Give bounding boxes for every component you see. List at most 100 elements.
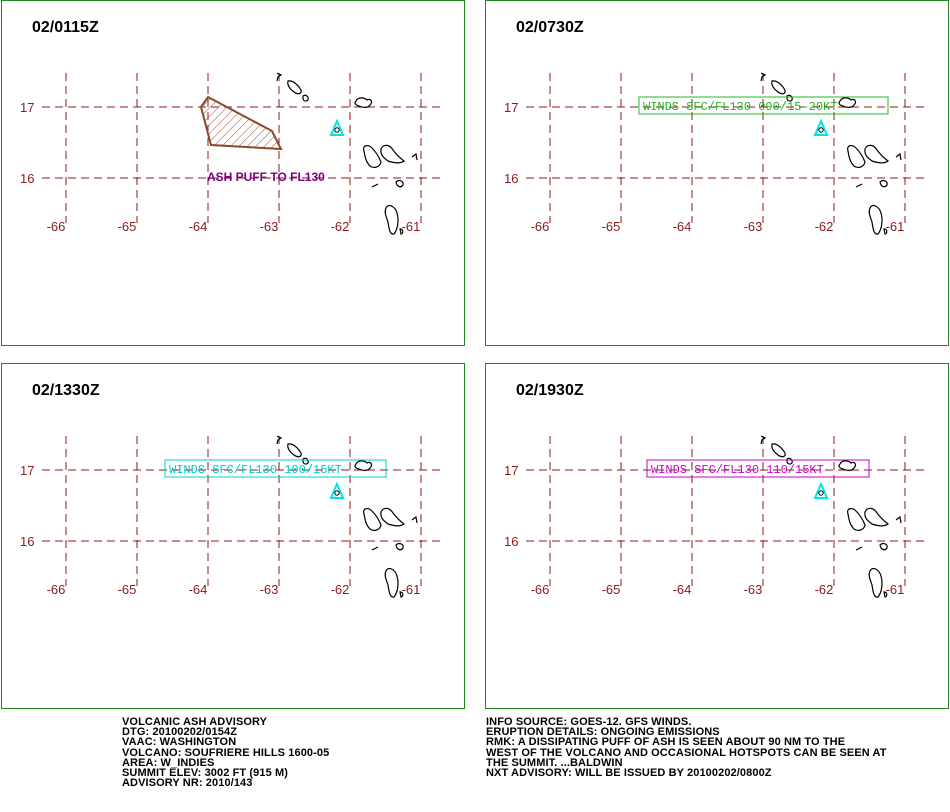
lon-label: -66 [47, 582, 66, 597]
ash-label: ASH PUFF TO FL130 [207, 170, 325, 184]
coast-island-east [838, 97, 857, 108]
advisory-line: INFO SOURCE: GOES-12. GFS WINDS. [486, 716, 692, 728]
advisory-line: VAAC: WASHINGTON [122, 736, 237, 749]
coast-guadeloupe-west [363, 145, 382, 168]
coast-guadeloupe-west [847, 508, 866, 531]
lon-label: -63 [744, 582, 763, 597]
map-svg: -66 -65 -64 -63 -62 -61 17 16 ASH PUFF TO FL130 [20, 72, 444, 235]
coast-barbuda [760, 435, 767, 445]
advisory-line: NXT ADVISORY: WILL BE ISSUED BY 20100202… [486, 767, 772, 780]
coast-island-east [354, 460, 373, 471]
ash-cloud-polygon [199, 95, 283, 151]
coast-guadeloupe-west [847, 145, 866, 168]
winds-label: WINDS SFC/FL130 100/15KT [169, 463, 342, 477]
coast-dominica [868, 567, 883, 598]
map-svg: -66 -65 -64 -63 -62 -61 17 16 WINDS SFC/FL130 10… [20, 435, 444, 598]
lon-label: -66 [531, 582, 550, 597]
volcano-icon [329, 118, 345, 136]
advisory-line: AREA: W_INDIES [122, 756, 215, 769]
lon-label: -62 [815, 219, 834, 234]
coast-barbuda [276, 435, 283, 445]
lon-label: -63 [260, 219, 279, 234]
coast-guadeloupe-east [380, 144, 406, 164]
volcano-island [818, 127, 824, 133]
coast-desirade [895, 515, 902, 524]
map-panel-3: 02/1330Z -66 -65 -64 -63 -62 -61 17 16 WINDS SFC… [1, 363, 465, 709]
lon-label: -61 [402, 219, 421, 234]
winds-box [638, 96, 889, 115]
coast-les-saintes [855, 546, 863, 551]
lat-label: 17 [20, 100, 34, 115]
lon-label: -63 [260, 582, 279, 597]
coast-antigua [771, 443, 786, 458]
lon-label: -64 [189, 219, 208, 234]
lon-label: -65 [118, 582, 137, 597]
coast-les-saintes [371, 546, 379, 551]
volcano-island [334, 127, 340, 133]
advisory-line: ADVISORY NR: 2010/143 [122, 777, 253, 790]
coast-marie-galante [395, 542, 404, 551]
coast-desirade [895, 152, 902, 161]
map-panel-4: 02/1930Z -66 -65 -64 -63 -62 -61 17 16 WINDS SFC… [485, 363, 949, 709]
advisory-line: RMK: A DISSIPATING PUFF OF ASH IS SEEN A… [486, 736, 846, 749]
winds-box [164, 459, 387, 478]
lat-label: 16 [20, 534, 34, 549]
coast-antigua-south [786, 94, 793, 102]
panel-time: 02/1330Z [32, 382, 100, 399]
volcano-island [334, 490, 340, 496]
coast-dominica-south [399, 591, 404, 598]
lon-label: -62 [331, 219, 350, 234]
panel-time: 02/1930Z [516, 382, 584, 399]
map-svg: -66 -65 -64 -63 -62 -61 17 16 WINDS SFC/FL130 11… [504, 435, 928, 598]
lat-label: 16 [504, 534, 518, 549]
volcano-island [818, 490, 824, 496]
advisory-line: VOLCANO: SOUFRIERE HILLS 1600-05 [122, 746, 330, 759]
lon-label: -64 [189, 582, 208, 597]
coast-antigua-south [302, 94, 309, 102]
coast-antigua-south [786, 457, 793, 465]
panel-time: 02/0115Z [32, 19, 99, 36]
coast-guadeloupe-east [864, 144, 890, 164]
coast-dominica-south [883, 228, 888, 235]
advisory-line: SUMMIT ELEV: 3002 FT (915 M) [122, 767, 289, 780]
coast-antigua [287, 443, 302, 458]
lon-label: -66 [47, 219, 66, 234]
lon-label: -66 [531, 219, 550, 234]
coast-barbuda [760, 72, 767, 82]
coast-island-east [838, 460, 857, 471]
coast-dominica [868, 204, 883, 235]
coast-guadeloupe-east [380, 507, 406, 527]
lon-label: -61 [886, 219, 905, 234]
coast-island-east [354, 97, 373, 108]
winds-box [646, 459, 870, 478]
coast-dominica [384, 567, 399, 598]
coast-dominica-south [883, 591, 888, 598]
winds-label: WINDS SFC/FL130 110/15KT [651, 463, 824, 477]
map-svg: -66 -65 -64 -63 -62 -61 17 16 WINDS SFC/FL130 09… [504, 72, 928, 235]
advisory-line: WEST OF THE VOLCANO AND OCCASIONAL HOTSP… [486, 746, 887, 759]
lon-label: -64 [673, 219, 692, 234]
lon-label: -65 [118, 219, 137, 234]
coast-antigua [771, 80, 786, 95]
lon-label: -61 [402, 582, 421, 597]
coast-marie-galante [879, 542, 888, 551]
volcano-icon [813, 481, 829, 499]
coast-antigua-south [302, 457, 309, 465]
coast-antigua [287, 80, 302, 95]
coast-les-saintes [371, 183, 379, 188]
lat-label: 17 [20, 463, 34, 478]
coast-desirade [411, 152, 418, 161]
lat-label: 17 [504, 463, 518, 478]
coast-dominica-south [399, 228, 404, 235]
map-panel-2: 02/0730Z -66 -65 -64 -63 -62 -61 17 16 WINDS SFC… [485, 0, 949, 346]
volcano-icon [329, 481, 345, 499]
lat-label: 16 [504, 171, 518, 186]
coast-dominica [384, 204, 399, 235]
advisory-line: ERUPTION DETAILS: ONGOING EMISSIONS [486, 726, 720, 739]
coast-marie-galante [879, 179, 888, 188]
winds-label: WINDS SFC/FL130 090/15-20KT [643, 100, 837, 114]
lat-label: 17 [504, 100, 518, 115]
coast-les-saintes [855, 183, 863, 188]
coast-desirade [411, 515, 418, 524]
lon-label: -65 [602, 582, 621, 597]
